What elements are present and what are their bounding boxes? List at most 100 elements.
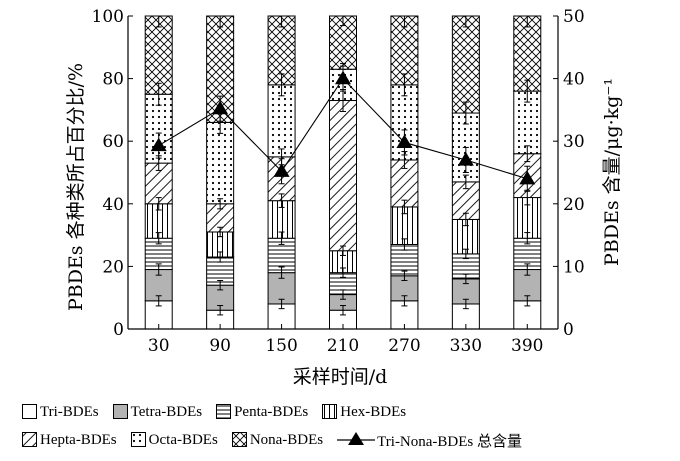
error-bar	[155, 295, 162, 307]
legend-item-total-content: Tri-Nona-BDEs 总含量	[337, 430, 522, 451]
legend-item-hex-bdes: Hex-BDEs	[322, 404, 406, 421]
y-tick-label-left: 100	[92, 7, 124, 27]
bar-nona-bdes-330	[451, 15, 480, 114]
legend-item-tri-bdes: Tri-BDEs	[22, 404, 99, 421]
error-bar	[278, 231, 285, 245]
legend-label: Penta-BDEs	[234, 403, 309, 420]
error-bar	[401, 15, 408, 28]
total-line-layer	[150, 65, 536, 192]
total-point-90	[212, 100, 229, 115]
error-bar	[524, 295, 531, 307]
axes-layer: 0 20 40 60 80 100 0 10 20 30 40 50 30 90 150 210 270 330 3…	[92, 7, 585, 356]
y-tick-label-right: 50	[563, 7, 585, 27]
x-tick-label-270: 270	[388, 336, 420, 356]
bar-nona-bdes-30	[144, 15, 173, 95]
error-bar	[524, 15, 531, 28]
error-bar	[524, 145, 531, 163]
y-tick-label-left: 0	[113, 320, 124, 340]
legend-item-tetra-bdes: Tetra-BDEs	[112, 403, 203, 421]
error-bar	[401, 238, 408, 251]
error-bar	[217, 251, 224, 263]
legend-swatch	[337, 432, 376, 445]
error-bar	[155, 15, 162, 28]
legend-item-nona-bdes: Nona-BDEs	[231, 431, 324, 449]
legend-item-hepta-bdes: Hepta-BDEs	[22, 432, 117, 449]
legend-label: Tri-Nona-BDEs 总含量	[377, 433, 523, 450]
total-point-150	[273, 163, 290, 177]
error-bar	[462, 212, 469, 227]
y-tick-label-right: 20	[563, 195, 585, 215]
error-bar	[462, 101, 469, 125]
error-bar	[278, 298, 285, 310]
error-bar	[340, 15, 346, 27]
y-tick-label-left: 80	[102, 70, 124, 90]
error-bar	[462, 15, 469, 28]
error-bar	[217, 279, 224, 291]
legend-item-octa-bdes: Octa-BDEs	[130, 431, 218, 449]
error-bar	[401, 270, 408, 281]
error-bar	[278, 73, 285, 97]
error-bar	[217, 226, 224, 238]
y-tick-label-right: 0	[563, 320, 574, 340]
total-point-210	[335, 70, 351, 85]
legend-item-penta-bdes: Penta-BDEs	[216, 404, 308, 421]
error-bar	[462, 273, 469, 285]
legend-swatch	[22, 404, 37, 419]
y-axis-label-left: PBDEs 各种类所占百分比/%	[65, 63, 87, 311]
bar-hepta-bdes-210	[329, 100, 357, 252]
legend-label: Nona-BDEs	[249, 431, 324, 448]
legend-swatch	[130, 432, 146, 447]
legend-swatch	[231, 432, 247, 447]
error-bar	[340, 267, 346, 278]
bar-nona-bdes-150	[267, 15, 296, 86]
x-tick-label-390: 390	[511, 336, 543, 356]
x-tick-label-330: 330	[450, 336, 482, 356]
y-tick-label-left: 40	[102, 195, 124, 215]
error-bar	[524, 79, 531, 103]
bar-nona-bdes-270	[390, 15, 419, 86]
error-bar	[340, 245, 346, 256]
bar-nona-bdes-390	[513, 15, 542, 92]
error-bar	[278, 193, 285, 208]
legend-swatch	[22, 432, 37, 447]
y-tick-label-right: 30	[563, 132, 585, 152]
legend-label: Hex-BDEs	[340, 403, 407, 420]
error-bar	[524, 232, 531, 245]
y-tick-label-right: 10	[563, 257, 585, 277]
error-bar	[155, 263, 162, 276]
y-tick-label-right: 40	[563, 70, 585, 90]
bar-penta-bdes-270	[390, 243, 419, 277]
legend-swatch	[112, 404, 128, 419]
error-bar	[462, 298, 469, 310]
error-bar	[340, 305, 346, 316]
x-tick-label-210: 210	[327, 336, 359, 356]
legend-label: Hepta-BDEs	[40, 431, 117, 448]
error-bar	[401, 295, 408, 307]
total-point-330	[457, 151, 474, 166]
error-bar	[278, 15, 285, 28]
legend-swatch	[216, 404, 232, 419]
error-bar	[462, 248, 469, 260]
y-tick-label-left: 60	[102, 132, 124, 152]
x-tick-label-150: 150	[265, 336, 297, 356]
error-bar	[217, 15, 224, 28]
error-bar	[278, 266, 285, 279]
error-bar	[155, 197, 162, 211]
legend-label: Octa-BDEs	[148, 431, 218, 448]
legend-swatch	[322, 404, 338, 419]
total-point-270	[396, 134, 413, 149]
error-bar	[401, 199, 408, 215]
legend-label: Tetra-BDEs	[130, 403, 203, 420]
error-bar	[217, 305, 224, 316]
error-bar	[217, 198, 224, 210]
total-point-30	[150, 137, 167, 152]
x-axis-label: 采样时间/d	[293, 366, 388, 388]
y-tick-label-left: 20	[102, 257, 124, 277]
error-bar	[524, 263, 531, 276]
y-axis-label-right: PBDEs 含量/μg·kg⁻¹	[601, 78, 623, 266]
error-bar	[401, 73, 408, 97]
x-tick-label-30: 30	[148, 336, 170, 356]
legend: Tri-BDEs Tetra-BDEs Penta-BDEs Hex-BDEs Hept…	[22, 398, 672, 454]
legend-label: Tri-BDEs	[40, 403, 99, 420]
